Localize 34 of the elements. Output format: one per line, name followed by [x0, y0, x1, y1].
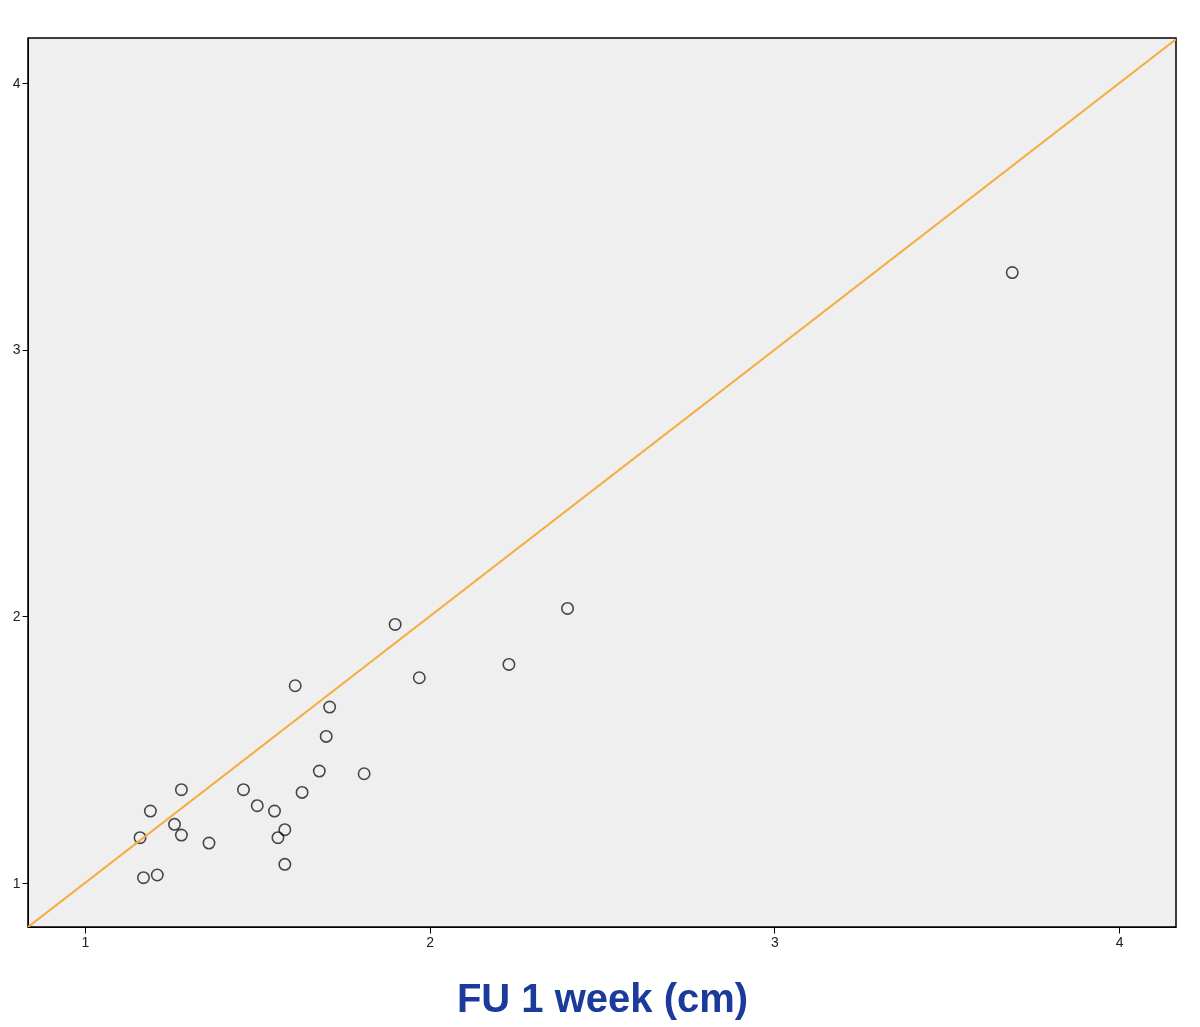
point	[150, 868, 164, 882]
point	[502, 657, 516, 671]
point	[267, 804, 281, 818]
point	[202, 836, 216, 850]
point	[271, 831, 285, 845]
point	[143, 804, 157, 818]
y-tick-label: 4	[12, 74, 21, 91]
point	[236, 783, 250, 797]
x-tick-label: 4	[1115, 933, 1124, 950]
point	[250, 799, 264, 813]
y-tick-label: 2	[12, 607, 21, 624]
x-axis-title: FU 1 week (cm)	[456, 975, 749, 1020]
x-tick-label: 1	[81, 933, 90, 950]
y-tick-label: 1	[12, 874, 21, 891]
point	[295, 785, 309, 799]
point	[168, 817, 182, 831]
point	[412, 671, 426, 685]
point	[174, 783, 188, 797]
point	[278, 857, 292, 871]
point	[323, 700, 337, 714]
point	[388, 617, 402, 631]
point	[319, 729, 333, 743]
point	[561, 601, 575, 615]
point	[174, 828, 188, 842]
point	[312, 764, 326, 778]
point	[133, 831, 147, 845]
point	[1005, 266, 1019, 280]
point	[357, 767, 371, 781]
x-tick-label: 2	[426, 933, 435, 950]
point	[288, 679, 302, 693]
point	[136, 871, 150, 885]
point	[278, 823, 292, 837]
x-tick-label: 3	[770, 933, 779, 950]
y-tick-label: 3	[12, 341, 21, 358]
